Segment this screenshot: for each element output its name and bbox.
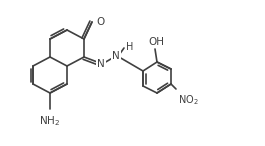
Text: N: N [97,59,105,69]
Text: NH$_2$: NH$_2$ [39,114,61,128]
Text: NO$_2$: NO$_2$ [178,93,199,107]
Text: N: N [112,51,120,61]
Text: OH: OH [148,37,164,47]
Text: H: H [126,42,133,52]
Text: O: O [96,17,104,27]
